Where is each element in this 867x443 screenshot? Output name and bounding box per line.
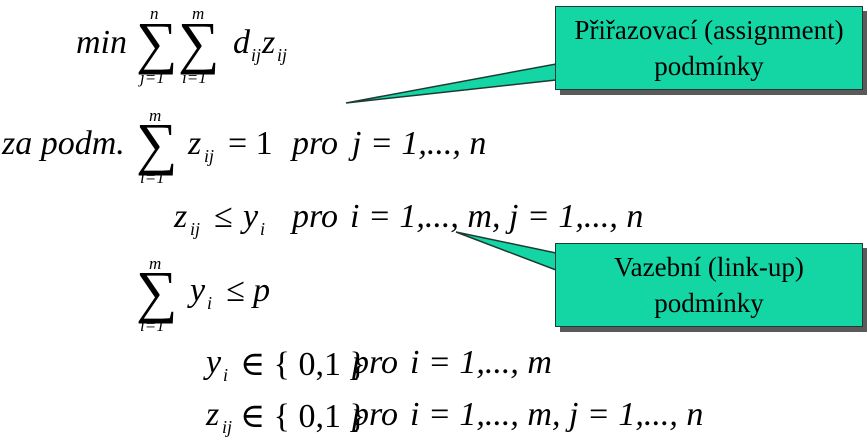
d-variable: d	[233, 24, 250, 61]
sum2-sigma: ∑	[178, 10, 220, 75]
c1-sum-upper-limit: m	[149, 106, 162, 125]
linkup-callout-pointer	[455, 231, 557, 272]
c2-le: ≤	[214, 198, 233, 235]
c2-z-subscript: ij	[190, 219, 201, 239]
c3-sigma: ∑	[136, 259, 178, 324]
c1-pro: pro	[292, 125, 338, 162]
assignment-callout-line2: podmínky	[654, 51, 764, 81]
c5-range: i = 1,..., m, j = 1,..., n	[410, 396, 704, 433]
assignment-callout-pointer	[345, 63, 557, 104]
c4-range: i = 1,..., m	[410, 344, 552, 381]
c4-set: ∈ { 0,1 }	[240, 346, 366, 383]
min-label: min	[76, 24, 127, 61]
c5-pro: pro	[352, 396, 398, 433]
c5-z-subscript: ij	[222, 417, 233, 437]
constraint-prefix: za podm.	[2, 125, 125, 162]
c2-z-variable: z	[174, 198, 188, 235]
c1-equals-one: = 1	[228, 125, 273, 162]
d-subscript: ij	[251, 45, 262, 65]
sum1-sigma: ∑	[136, 10, 178, 75]
assignment-callout: Přiřazovací (assignment) podmínky	[555, 6, 863, 90]
c1-sigma: ∑	[136, 111, 178, 176]
c4-y-variable: y	[206, 344, 222, 381]
c3-sum-lower-limit: i=1	[140, 316, 165, 335]
c4-pro: pro	[352, 344, 398, 381]
c3-y-variable: y	[190, 272, 206, 309]
linkup-callout-line2: podmínky	[654, 288, 764, 318]
c2-range: i = 1,..., m, j = 1,..., n	[350, 198, 644, 235]
c1-sum-lower-limit: i=1	[140, 168, 165, 187]
z-variable: z	[262, 24, 276, 61]
c3-relation: ≤ p	[226, 272, 271, 309]
sum2-lower-limit: i=1	[182, 68, 207, 87]
c4-y-subscript: i	[223, 365, 229, 385]
c1-range: j = 1,..., n	[352, 125, 487, 162]
linkup-callout-line1: Vazební (link-up)	[614, 252, 804, 282]
c2-y-subscript: i	[260, 219, 266, 239]
z-subscript: ij	[277, 45, 288, 65]
sum2-upper-limit: m	[192, 4, 205, 23]
assignment-callout-line1: Přiřazovací (assignment)	[574, 15, 844, 45]
c2-y-variable: y	[243, 198, 259, 235]
c5-z-variable: z	[206, 396, 220, 433]
c1-z-subscript: ij	[204, 146, 215, 166]
c5-set: ∈ { 0,1 }	[240, 398, 366, 435]
c3-sum-upper-limit: m	[149, 254, 162, 273]
sum1-lower-limit: j=1	[140, 68, 165, 87]
sum1-upper-limit: n	[150, 4, 159, 23]
linkup-callout: Vazební (link-up) podmínky	[555, 243, 863, 327]
c2-pro: pro	[292, 198, 338, 235]
c1-z-variable: z	[188, 125, 202, 162]
c3-y-subscript: i	[207, 293, 213, 313]
